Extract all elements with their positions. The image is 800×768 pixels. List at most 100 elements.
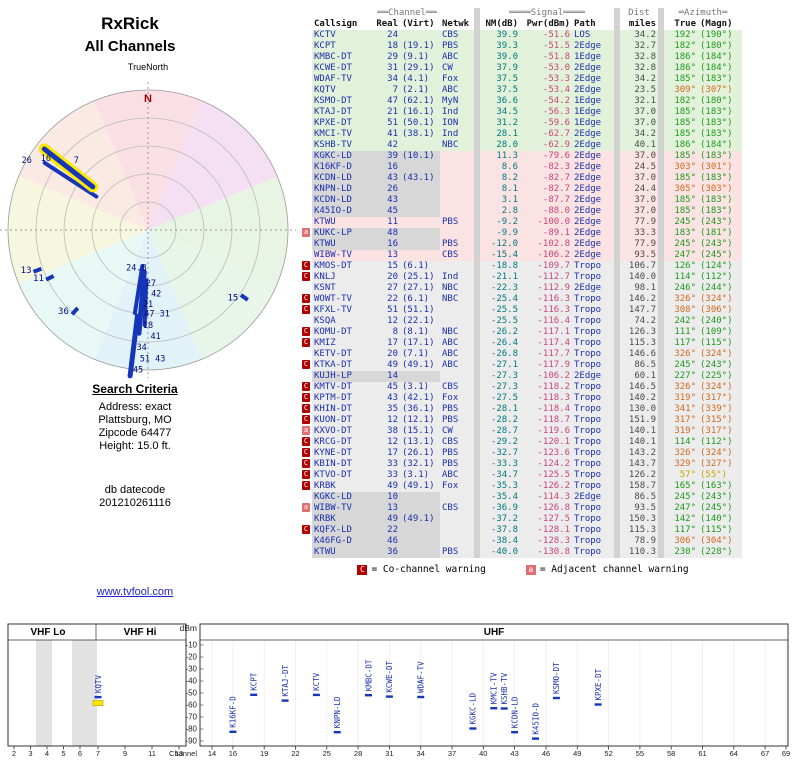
cell-azimuth-magnetic: (317°) (698, 426, 742, 437)
cell-warning (300, 151, 312, 162)
cell-network: MyN (440, 96, 474, 107)
cell-path: Tropo (572, 382, 614, 393)
cell-callsign: KPXE-DT (312, 118, 374, 129)
cell-noise-margin: -12.0 (480, 239, 520, 250)
cell-callsign: KCWE-DT (312, 63, 374, 74)
cell-miles: 126.2 (620, 470, 658, 481)
cell-warning (300, 118, 312, 129)
cell-callsign: KUKC-LP (312, 228, 374, 239)
cell-network: PBS (440, 415, 474, 426)
cell-path: 1Edge (572, 118, 614, 129)
cell-miles: 33.3 (620, 228, 658, 239)
cell-real-channel: 12 (374, 415, 400, 426)
cell-azimuth-true: 246° (664, 283, 698, 294)
cell-network (440, 184, 474, 195)
cell-callsign: KMCI-TV (312, 129, 374, 140)
cell-noise-margin: -36.9 (480, 503, 520, 514)
cell-network (440, 151, 474, 162)
cell-miles: 77.9 (620, 239, 658, 250)
table-row: KCDN-LD 43 (43.1) 8.2 -82.7 2Edge 37.0 185° (183… (300, 173, 742, 184)
cell-real-channel: 45 (374, 382, 400, 393)
cell-power: -62.7 (520, 129, 572, 140)
signal-level-charts: VHF Lo VHF Hi UHF dBm -10 -20 -30 -40 -50 -60 -70 -… (7, 623, 790, 758)
column-header-magn: (Magn) (700, 19, 733, 29)
cell-warning: C (300, 415, 312, 426)
cell-azimuth-true: 186° (664, 63, 698, 74)
cell-warning (300, 107, 312, 118)
cell-real-channel: 16 (374, 162, 400, 173)
cell-azimuth-true: 326° (664, 382, 698, 393)
table-row: KSQA 12 (22.1) -25.5 -116.4 Tropo 74.2 242° (240… (300, 316, 742, 327)
vhf-band-shading (36, 640, 52, 746)
cell-azimuth-true: 117° (664, 338, 698, 349)
cell-miles: 34.2 (620, 74, 658, 85)
cell-real-channel: 41 (374, 129, 400, 140)
cell-miles: 32.8 (620, 63, 658, 74)
cell-path: Tropo (572, 536, 614, 547)
table-row: KCDN-LD 43 3.1 -87.7 2Edge 37.0 185° (183°) (300, 195, 742, 206)
uhf-channel-tick: 25 (323, 749, 331, 758)
cell-network: CBS (440, 250, 474, 261)
cell-warning: C (300, 459, 312, 470)
dbm-tick-label: -60 (185, 701, 197, 710)
cell-miles: 40.1 (620, 140, 658, 151)
cell-power: -109.7 (520, 261, 572, 272)
cell-virtual-channel (400, 371, 440, 382)
cell-azimuth-magnetic: (183°) (698, 151, 742, 162)
cell-azimuth-true: 117° (664, 525, 698, 536)
cell-warning: C (300, 327, 312, 338)
cell-callsign: KGKC-LD (312, 492, 374, 503)
signal-marker (552, 696, 560, 700)
cell-real-channel: 49 (374, 481, 400, 492)
cell-warning: C (300, 305, 312, 316)
cell-warning (300, 30, 312, 41)
cell-real-channel: 48 (374, 228, 400, 239)
radar-channel-label: 41 (150, 332, 160, 342)
cell-real-channel: 15 (374, 261, 400, 272)
db-datecode-value: 201210261116 (99, 497, 171, 509)
cell-azimuth-magnetic: (324°) (698, 349, 742, 360)
cell-path: Tropo (572, 415, 614, 426)
tvfool-link[interactable]: www.tvfool.com (96, 586, 174, 598)
group-header-row: ══Channel══ ════Signal════ Dist ═Azimuth… (300, 8, 742, 19)
cell-warning (300, 74, 312, 85)
cell-azimuth-true: 227° (664, 371, 698, 382)
cell-azimuth-true: 306° (664, 536, 698, 547)
cell-callsign: KQFX-LD (312, 525, 374, 536)
co-channel-warning-badge: C (302, 261, 310, 270)
cell-azimuth-magnetic: (324°) (698, 294, 742, 305)
cell-azimuth-true: 165° (664, 481, 698, 492)
co-channel-warning-badge: C (302, 437, 310, 446)
cell-noise-margin: -38.4 (480, 536, 520, 547)
cell-network: NBC (440, 327, 474, 338)
table-row: C WOWT-TV 22 (6.1) NBC -25.4 -116.3 Tropo 146.2 3… (300, 294, 742, 305)
cell-network: Fox (440, 74, 474, 85)
cell-azimuth-true: 185° (664, 195, 698, 206)
cell-power: -100.0 (520, 217, 572, 228)
cell-azimuth-magnetic: (243°) (698, 360, 742, 371)
cell-warning: C (300, 360, 312, 371)
radar-channel-label: 18 (143, 321, 153, 331)
vhf-channel-tick: 3 (28, 749, 32, 758)
cell-virtual-channel (400, 184, 440, 195)
co-channel-warning-badge: C (302, 327, 310, 336)
cell-warning: C (300, 470, 312, 481)
cell-azimuth-magnetic: (190°) (698, 30, 742, 41)
cell-miles: 93.5 (620, 503, 658, 514)
cell-azimuth-magnetic: (244°) (698, 283, 742, 294)
cell-callsign: KNLJ (312, 272, 374, 283)
signal-marker-label: K45IO-D (531, 703, 540, 735)
signal-marker (229, 730, 237, 733)
cell-miles: 32.7 (620, 41, 658, 52)
cell-real-channel: 20 (374, 272, 400, 283)
uhf-channel-tick: 67 (761, 749, 769, 758)
vhf-channel-tick: 13 (175, 749, 183, 758)
cell-callsign: KHIN-DT (312, 404, 374, 415)
radar-signal-bar (132, 264, 145, 315)
cell-real-channel: 20 (374, 349, 400, 360)
cell-azimuth-true: 326° (664, 294, 698, 305)
cell-azimuth-true: 114° (664, 272, 698, 283)
cell-power: -117.9 (520, 360, 572, 371)
cell-azimuth-true: 317° (664, 415, 698, 426)
